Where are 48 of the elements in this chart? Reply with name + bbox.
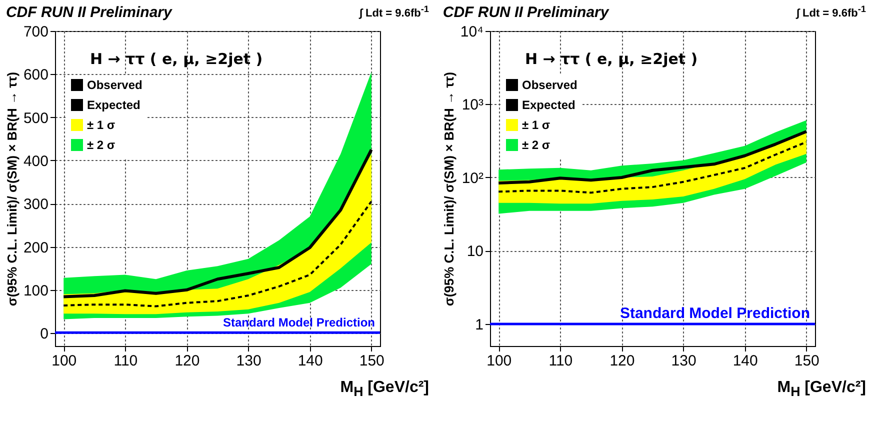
x-tick-label: 120 [610,352,635,370]
x-tick-label: 120 [174,352,200,370]
y-tick-label: 200 [23,239,48,256]
x-tick-label: 100 [52,352,77,370]
legend-label: Expected [522,98,576,112]
legend-label: Observed [87,78,142,92]
y-tick-label: 10² [462,170,484,187]
x-axis-title: M$_{H}$ [GeV/c²] [777,378,866,399]
line-series [498,141,808,194]
y-tick-label: 300 [23,196,48,214]
ref-line-label: Standard Model Prediction [620,304,810,322]
y-tick-label: 10⁴ [460,24,484,40]
y-tick-label: 1 [475,316,484,334]
x-tick-label: 140 [298,352,323,370]
x-tick-label: 100 [486,352,512,370]
legend-label: ± 1 σ [87,118,116,132]
x-tick-label: 140 [732,352,758,370]
y-axis-title: σ(95% C.L. Limit)/ σ(SM) × BR(H → ττ) [4,72,20,306]
legend-label: ± 2 σ [87,138,116,152]
line-series [497,130,808,185]
legend-label: ± 2 σ [522,138,550,152]
annotation: H → ττ ( e, μ, ≥2jet ) [525,50,698,68]
y-tick-label: 600 [23,66,48,84]
y-tick-label: 100 [23,282,48,300]
legend-label: ± 1 σ [522,118,550,132]
annotation: H → ττ ( e, μ, ≥2jet ) [90,50,263,68]
y-tick-label: 10³ [462,96,484,114]
x-tick-label: 130 [236,352,262,370]
text: ∫ Ldt = 9.6fb$^{-1}$ [359,4,429,20]
chart-title: CDF RUN II Preliminary [442,4,610,21]
x-tick-label: 110 [114,352,138,370]
x-tick-label: 130 [671,352,696,370]
y-tick-label: 700 [23,24,48,40]
y-tick-label: 500 [23,110,48,127]
x-tick-label: 150 [794,352,820,370]
y-tick-label: 0 [40,326,48,343]
y-tick-label: 10 [466,243,484,260]
x-tick-label: 150 [359,352,384,370]
x-axis-title: M$_{H}$ [GeV/c²] [340,378,429,399]
text: ∫ Ldt = 9.6fb$^{-1}$ [796,4,866,20]
x-tick-label: 110 [548,352,573,370]
line-series [62,200,372,308]
y-tick-label: 400 [23,152,48,170]
chart-title: CDF RUN II Preliminary [6,4,172,21]
y-axis-title: σ(95% C.L. Limit)/ σ(SM) × BR(H → ττ) [441,72,456,306]
legend-label: Expected [87,98,140,112]
ref-line-label: Standard Model Prediction [222,316,375,330]
legend-label: Observed [522,78,578,92]
